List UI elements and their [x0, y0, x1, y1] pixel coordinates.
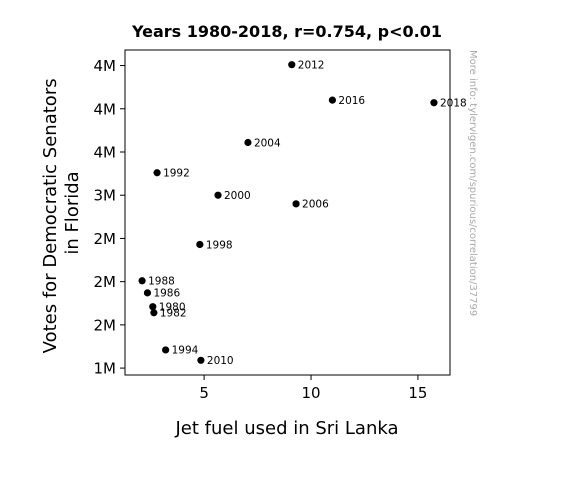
data-point — [138, 277, 146, 285]
data-label: 2016 — [338, 95, 365, 107]
data-label: 1986 — [153, 288, 180, 300]
y-tick-label: 1M — [94, 360, 117, 378]
y-axis-label: Votes for Democratic Senators in Florida — [40, 73, 83, 354]
data-point — [244, 138, 252, 147]
data-point — [162, 346, 170, 354]
y-axis-label-line-2: in Florida — [62, 171, 83, 254]
chart-title: Years 1980-2018, r=0.754, p<0.01 — [131, 22, 442, 41]
plot-frame — [124, 49, 451, 376]
y-tick-label: 4M — [94, 57, 117, 75]
data-label: 2018 — [440, 98, 467, 110]
data-point — [149, 303, 157, 311]
data-point — [292, 200, 300, 208]
data-label: 1992 — [163, 168, 190, 180]
data-label: 2000 — [224, 190, 251, 202]
data-label: 2012 — [298, 59, 325, 71]
y-tick-label: 2M — [94, 230, 117, 248]
data-point — [196, 240, 204, 249]
data-label: 2004 — [254, 137, 281, 149]
y-tick-label: 2M — [94, 316, 117, 334]
data-label: 2010 — [207, 355, 234, 367]
y-tick-label: 2M — [94, 273, 117, 291]
source-watermark: More info: tylervigen.com/spurious/corre… — [467, 50, 478, 316]
y-axis-label-group: Votes for Democratic Senators in Florida — [40, 73, 83, 354]
x-tick-label: 10 — [301, 384, 320, 402]
data-label: 1980 — [159, 302, 186, 314]
x-axis: 5 10 15 — [199, 375, 427, 402]
y-tick-label: 4M — [94, 100, 117, 118]
data-point — [197, 356, 205, 364]
plot-area: 5 10 15 1M 2M 2M 2M 3M 4M 4M 4M 2012 2016 2018 2004 1… — [94, 49, 467, 402]
y-axis: 1M 2M 2M 2M 3M 4M 4M 4M — [94, 57, 125, 378]
data-label: 1998 — [206, 239, 233, 251]
y-tick-label: 3M — [94, 187, 117, 205]
y-axis-label-line-1: Votes for Democratic Senators — [40, 78, 61, 353]
data-label: 1988 — [148, 276, 175, 288]
data-point — [153, 169, 161, 177]
x-tick-label: 5 — [199, 384, 209, 402]
data-point — [214, 191, 222, 199]
data-label: 1982 — [160, 308, 187, 320]
y-tick-label: 4M — [94, 143, 117, 161]
data-point — [430, 99, 438, 107]
data-point — [143, 289, 152, 297]
x-tick-label: 15 — [408, 384, 427, 402]
x-axis-label: Jet fuel used in Sri Lanka — [175, 418, 399, 439]
data-label: 2006 — [302, 199, 329, 211]
data-point — [288, 61, 296, 69]
data-point — [328, 96, 337, 104]
data-label: 1994 — [172, 345, 199, 357]
data-points: 2012 2016 2018 2004 1992 2000 2006 1998 19881986… — [138, 59, 467, 367]
data-point — [150, 309, 158, 317]
